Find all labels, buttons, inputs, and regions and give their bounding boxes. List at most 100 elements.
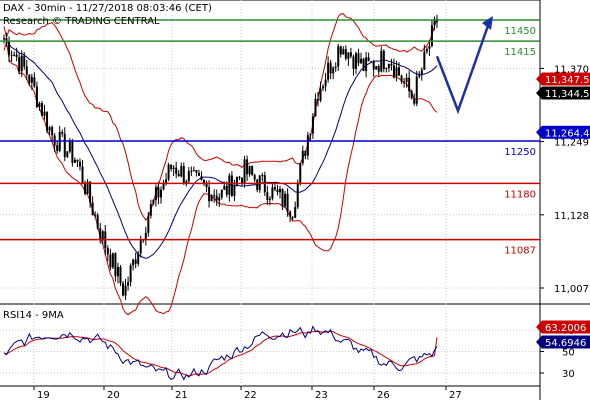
candle-body <box>210 195 213 202</box>
price-tag-last-pointer <box>536 86 542 100</box>
y-tick-label: 11,007 <box>554 284 589 295</box>
candle-body <box>339 46 342 55</box>
candle-body <box>192 170 195 172</box>
candle-body <box>187 171 190 182</box>
candle-body <box>40 103 43 116</box>
rsi-line <box>3 325 438 381</box>
candle-body <box>428 45 431 49</box>
candle-body <box>314 98 317 117</box>
candle-body <box>246 159 249 175</box>
candle-body <box>223 185 226 190</box>
candle-body <box>203 179 206 184</box>
candles <box>3 14 438 300</box>
candle-body <box>319 88 322 101</box>
candle-body <box>185 181 188 183</box>
candle-body <box>261 175 264 177</box>
candle-body <box>418 74 421 77</box>
rsi-tag-pointer <box>536 335 542 349</box>
candle-body <box>71 141 74 163</box>
candle-body <box>81 166 84 184</box>
candle-body <box>84 183 87 194</box>
candle-body <box>276 189 279 193</box>
candle-body <box>68 141 71 152</box>
candle-body <box>322 86 325 89</box>
candle-body <box>218 197 221 201</box>
grid <box>0 0 540 386</box>
candle-body <box>430 25 433 46</box>
candle-body <box>387 63 390 69</box>
candle-body <box>410 91 413 99</box>
candle-body <box>367 57 370 62</box>
candle-body <box>99 228 102 241</box>
candle-body <box>89 181 92 203</box>
forecast-arrowhead <box>482 16 493 30</box>
price-tag-last-bg <box>542 86 590 100</box>
candle-body <box>395 67 398 77</box>
candle-body <box>392 65 395 77</box>
candle-body <box>152 199 155 205</box>
price-tag-ma-bg <box>542 125 590 139</box>
candle-body <box>3 38 5 40</box>
level-label-11415: 11415 <box>504 47 536 58</box>
rsi-ma-tag-bg <box>542 320 590 334</box>
candle-body <box>51 127 54 136</box>
x-tick-label: 27 <box>449 390 462 400</box>
candle-body <box>405 77 408 83</box>
candle-body <box>375 66 378 70</box>
candle-body <box>165 179 168 184</box>
candle-body <box>149 204 152 216</box>
rsi-ma-line <box>3 330 438 377</box>
y-tick-label: 11,249 <box>554 138 589 149</box>
candle-body <box>433 18 436 26</box>
candle-body <box>56 145 59 151</box>
candle-body <box>382 50 385 69</box>
x-tick-label: 26 <box>377 390 390 400</box>
rsi-tag: 54.6946 <box>545 338 586 349</box>
candle-body <box>162 183 165 190</box>
candle-body <box>180 165 183 177</box>
candle-body <box>134 259 137 264</box>
candle-body <box>28 74 31 83</box>
candle-body <box>327 62 330 80</box>
level-label-11250: 11250 <box>504 147 536 158</box>
level-label-11180: 11180 <box>504 189 536 200</box>
candle-body <box>337 46 340 67</box>
candle-body <box>119 267 122 284</box>
candle-body <box>309 133 312 136</box>
candle-body <box>66 151 69 157</box>
candle-body <box>299 163 302 183</box>
candle-body <box>167 164 170 180</box>
candle-body <box>5 38 8 41</box>
candle-body <box>109 254 112 268</box>
rsi-tag-bg <box>542 335 590 349</box>
candle-body <box>425 48 428 52</box>
candle-body <box>76 159 79 162</box>
moving-average-line <box>3 37 438 259</box>
candle-body <box>301 150 304 164</box>
x-tick-label: 21 <box>175 390 188 400</box>
candle-body <box>46 111 49 131</box>
candle-body <box>197 173 200 176</box>
x-tick-label: 23 <box>315 390 328 400</box>
candle-body <box>316 98 319 101</box>
candle-body <box>33 77 36 87</box>
candle-body <box>208 187 211 202</box>
candle-body <box>10 55 13 57</box>
candle-body <box>377 66 380 72</box>
candle-body <box>175 167 178 174</box>
upper-band-line <box>3 13 438 221</box>
rsi-ma-tag: 63.2006 <box>545 323 586 334</box>
price-tag-ma-pointer <box>536 125 542 139</box>
candle-body <box>225 185 228 195</box>
candle-body <box>213 195 216 197</box>
rsi-ma-tag-pointer <box>536 320 542 334</box>
candle-body <box>73 159 76 163</box>
candle-body <box>248 166 251 175</box>
candle-body <box>96 215 99 229</box>
chart-credit: Research © TRADING CENTRAL <box>3 16 160 27</box>
candle-body <box>94 215 97 217</box>
candle-body <box>86 181 89 194</box>
candle-body <box>215 195 218 201</box>
candle-body <box>182 165 185 183</box>
candle-body <box>20 55 23 72</box>
